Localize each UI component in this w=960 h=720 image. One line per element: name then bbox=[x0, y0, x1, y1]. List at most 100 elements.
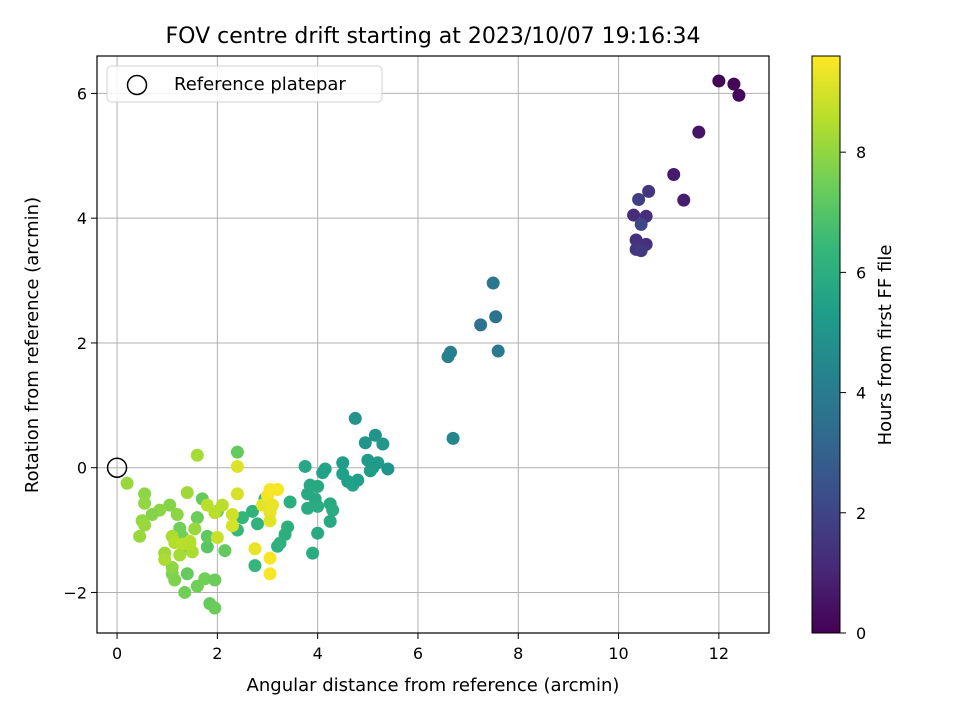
data-point bbox=[667, 168, 681, 182]
data-point bbox=[632, 192, 646, 206]
data-point bbox=[230, 445, 244, 459]
x-tick-label: 10 bbox=[608, 644, 628, 663]
data-point bbox=[642, 184, 656, 198]
data-point bbox=[200, 540, 214, 554]
data-point bbox=[629, 233, 643, 247]
data-point bbox=[692, 125, 706, 139]
data-point bbox=[250, 517, 264, 531]
data-point bbox=[208, 601, 222, 615]
data-point bbox=[376, 437, 390, 451]
data-point bbox=[145, 507, 159, 521]
data-point bbox=[215, 498, 229, 512]
data-point bbox=[381, 462, 395, 476]
data-point bbox=[311, 499, 325, 513]
data-point bbox=[732, 88, 746, 102]
plot-frame bbox=[96, 55, 770, 634]
colorbar-label: Hours from first FF file bbox=[875, 245, 896, 446]
grid bbox=[97, 56, 769, 633]
data-point bbox=[245, 504, 259, 518]
data-point bbox=[230, 459, 244, 473]
data-point bbox=[358, 436, 372, 450]
data-point bbox=[138, 487, 152, 501]
colorbar-gradient bbox=[811, 55, 841, 634]
data-point bbox=[441, 350, 455, 364]
data-point bbox=[301, 501, 315, 515]
data-point bbox=[627, 208, 641, 222]
data-point bbox=[248, 559, 262, 573]
data-point bbox=[712, 74, 726, 88]
data-point bbox=[198, 572, 212, 586]
data-point bbox=[163, 498, 177, 512]
data-point bbox=[133, 529, 147, 543]
data-point bbox=[486, 276, 500, 290]
data-point bbox=[446, 431, 460, 445]
legend-label: Reference platepar bbox=[174, 74, 346, 95]
data-point bbox=[283, 495, 297, 509]
data-point bbox=[173, 548, 187, 562]
y-axis-label: Rotation from reference (arcmin) bbox=[22, 197, 43, 493]
data-point bbox=[363, 464, 377, 478]
colorbar-tick-label: 8 bbox=[856, 143, 866, 162]
chart-title: FOV centre drift starting at 2023/10/07 … bbox=[166, 24, 701, 49]
data-point bbox=[248, 542, 262, 556]
data-point bbox=[326, 503, 340, 517]
reference-point-marker bbox=[106, 457, 128, 478]
data-point bbox=[677, 193, 691, 207]
y-axis-ticks: −2 0 2 4 6 bbox=[63, 84, 97, 602]
data-point bbox=[263, 514, 277, 528]
data-point bbox=[351, 473, 365, 487]
data-point bbox=[138, 518, 152, 532]
data-point bbox=[178, 585, 192, 599]
x-axis-ticks: 0 2 4 6 8 10 12 bbox=[112, 633, 729, 663]
data-point bbox=[158, 552, 172, 566]
data-point bbox=[311, 479, 325, 493]
data-point bbox=[200, 529, 214, 543]
data-point bbox=[190, 448, 204, 462]
x-tick-label: 12 bbox=[709, 644, 729, 663]
colorbar-tick-label: 2 bbox=[856, 504, 866, 523]
data-point bbox=[230, 487, 244, 501]
data-point bbox=[225, 519, 239, 533]
y-tick-label: 0 bbox=[77, 459, 87, 478]
data-point bbox=[180, 567, 194, 581]
data-point bbox=[235, 511, 249, 525]
data-point bbox=[348, 411, 362, 425]
colorbar-tick-label: 6 bbox=[856, 263, 866, 282]
data-point bbox=[474, 318, 488, 332]
legend-box bbox=[106, 65, 383, 103]
data-point bbox=[306, 546, 320, 560]
data-point bbox=[727, 77, 741, 91]
colorbar-ticks: 0 2 4 6 8 bbox=[840, 143, 866, 643]
data-point bbox=[489, 310, 503, 324]
data-point bbox=[170, 507, 184, 521]
data-point bbox=[218, 544, 232, 558]
data-point bbox=[491, 344, 505, 358]
data-point bbox=[138, 496, 152, 510]
y-tick-label: 6 bbox=[77, 84, 87, 103]
data-point bbox=[168, 573, 182, 587]
data-point bbox=[190, 511, 204, 525]
legend-marker bbox=[126, 74, 148, 96]
legend: Reference platepar bbox=[106, 65, 383, 103]
data-point bbox=[271, 483, 285, 497]
data-point bbox=[263, 567, 277, 581]
data-point bbox=[323, 514, 337, 528]
data-point bbox=[634, 217, 648, 231]
colorbar-tick-label: 4 bbox=[856, 384, 866, 403]
colorbar-tick-label: 0 bbox=[856, 624, 866, 643]
data-points bbox=[120, 74, 746, 615]
x-tick-label: 2 bbox=[212, 644, 222, 663]
data-point bbox=[183, 537, 197, 551]
y-tick-label: 4 bbox=[77, 209, 87, 228]
data-point bbox=[316, 466, 330, 480]
x-tick-label: 6 bbox=[413, 644, 423, 663]
x-tick-label: 8 bbox=[513, 644, 523, 663]
data-point bbox=[273, 536, 287, 550]
x-tick-label: 0 bbox=[112, 644, 122, 663]
data-point bbox=[634, 244, 648, 258]
data-point bbox=[263, 551, 277, 565]
data-point bbox=[180, 486, 194, 500]
data-point bbox=[188, 522, 202, 536]
x-tick-label: 4 bbox=[313, 644, 323, 663]
